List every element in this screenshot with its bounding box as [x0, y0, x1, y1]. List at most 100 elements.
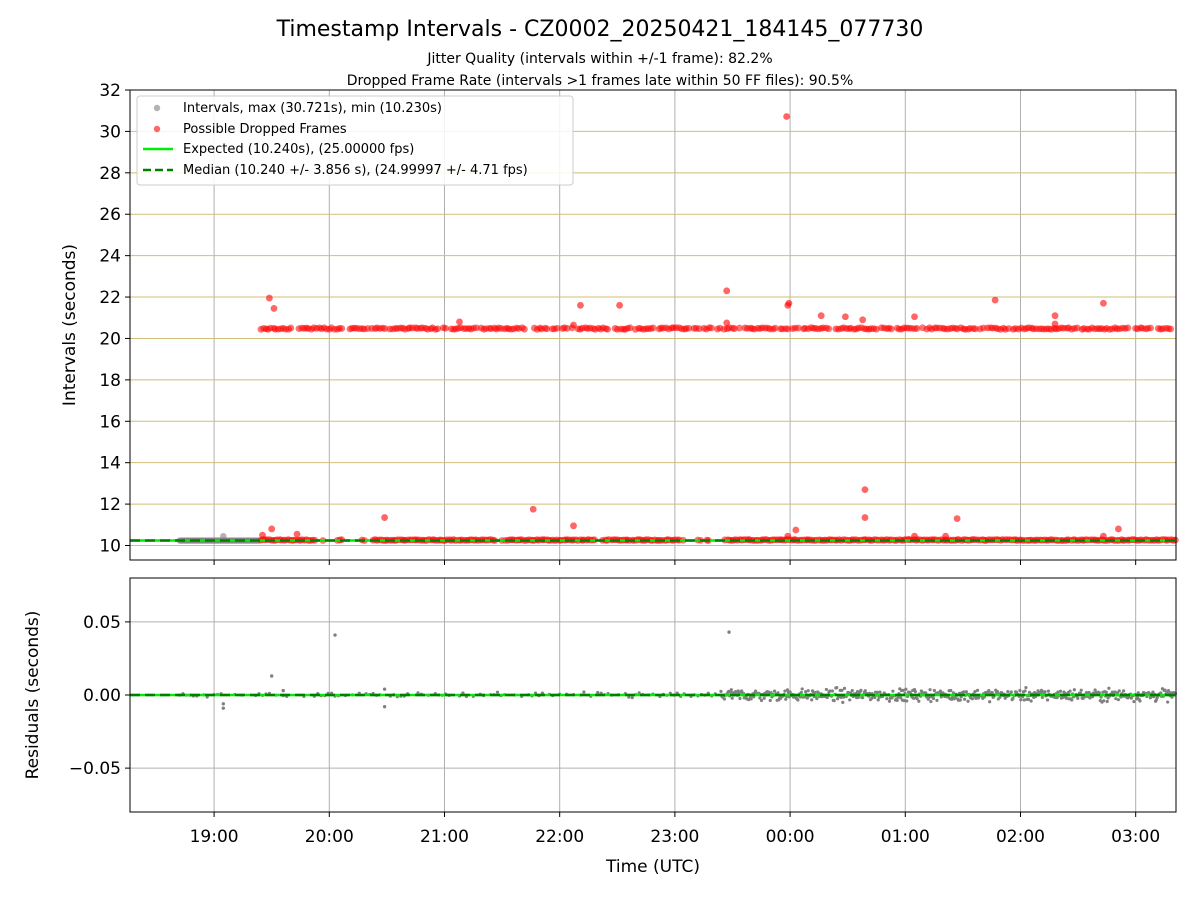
residuals-y-ticks: 0.05 0.00 −0.05: [69, 613, 130, 779]
residual-point: [783, 689, 787, 693]
residual-point: [850, 688, 854, 693]
intervals-y-tick-label: 14: [99, 454, 121, 474]
residual-point: [841, 700, 845, 704]
residual-point: [749, 697, 753, 701]
residual-point: [1022, 698, 1026, 702]
dropped-frame-point: [1100, 532, 1107, 540]
residual-point: [1154, 698, 1159, 702]
residual-point: [913, 690, 917, 694]
dropped-frame-point: [783, 113, 791, 120]
residual-point: [1058, 689, 1063, 693]
residual-point: [902, 699, 906, 703]
residual-point: [1138, 699, 1142, 703]
residual-point: [1114, 697, 1118, 701]
residual-point: [800, 687, 804, 691]
residuals-y-tick-label: 0.00: [83, 686, 121, 706]
residual-point: [890, 696, 894, 700]
legend-intervals-marker: [153, 104, 161, 112]
residual-point: [935, 698, 939, 702]
residual-point: [495, 690, 500, 694]
residuals-y-axis-label: Residuals (seconds): [23, 611, 43, 780]
residual-point: [762, 696, 766, 700]
residual-point: [887, 699, 892, 703]
dropped-frame-point: [731, 325, 738, 332]
residuals-panel: 0.05 0.00 −0.05 Residuals (seconds): [23, 577, 1178, 813]
dropped-frame-point: [861, 486, 869, 494]
residual-point: [835, 685, 839, 690]
dropped-frame-point: [792, 526, 800, 534]
dropped-frame-point: [520, 325, 528, 333]
residual-point: [596, 690, 600, 695]
residual-point: [768, 698, 772, 703]
dropped-frame-point: [1115, 525, 1122, 533]
residual-point: [382, 687, 387, 691]
dropped-frame-point: [1051, 320, 1059, 328]
dropped-frame-point: [1167, 325, 1175, 333]
dropped-frame-point: [473, 324, 480, 332]
intervals-y-tick-label: 32: [99, 81, 121, 101]
legend-intervals-label: Intervals, max (30.721s), min (10.230s): [183, 101, 442, 116]
residual-point: [905, 699, 909, 703]
dropped-frame-point: [434, 325, 442, 333]
residual-point: [990, 691, 994, 695]
residual-point: [1061, 695, 1065, 699]
residual-point: [988, 700, 992, 704]
dropped-frame-point: [953, 515, 961, 522]
residual-point: [970, 697, 974, 701]
legend-expected-label: Expected (10.240s), (25.00000 fps): [183, 142, 414, 157]
dropped-frame-point: [268, 525, 276, 533]
intervals-y-tick-label: 20: [99, 329, 121, 349]
residual-point: [1166, 689, 1171, 693]
residual-point: [856, 695, 860, 699]
dropped-frame-point: [685, 324, 693, 332]
dropped-frame-point: [553, 324, 561, 332]
residual-point: [931, 696, 936, 701]
residual-point: [964, 690, 968, 694]
residual-point: [885, 697, 889, 701]
residual-point: [1170, 695, 1174, 699]
dropped-frame-point: [442, 324, 449, 332]
intervals-axes-frame: [129, 89, 1177, 561]
residual-point: [873, 695, 877, 700]
dropped-frame-point: [736, 324, 743, 332]
intervals-y-ticks: 10 12 14 16 18 20 22 24 26 28 30 32: [99, 81, 130, 557]
residuals-y-tick-label: −0.05: [69, 759, 121, 779]
residual-point: [1159, 691, 1163, 695]
dropped-frame-point: [913, 324, 921, 332]
dropped-frame-point: [265, 294, 273, 302]
residual-point: [1023, 689, 1027, 693]
legend-box: [136, 95, 574, 186]
dropped-frame-point: [543, 325, 551, 333]
intervals-legend: Intervals, max (30.721s), min (10.230s) P…: [136, 95, 574, 186]
residual-point: [382, 705, 387, 709]
dropped-frame-point: [861, 514, 869, 521]
x-tick-label: 21:00: [420, 827, 469, 847]
dropped-frame-point: [794, 324, 802, 332]
residual-point: [1104, 690, 1108, 694]
residual-point: [953, 695, 957, 700]
residual-point: [830, 689, 835, 693]
residual-point: [1026, 697, 1031, 702]
residual-point: [848, 698, 852, 702]
residual-point: [917, 699, 921, 703]
residual-point: [740, 689, 744, 693]
residual-point: [221, 702, 226, 706]
residual-point: [863, 689, 867, 693]
residual-point: [966, 699, 970, 703]
residual-point: [582, 690, 586, 694]
residual-point: [987, 688, 991, 693]
dropped-frame-point: [1100, 299, 1107, 307]
residual-point: [932, 688, 936, 693]
residual-point: [949, 688, 953, 693]
residual-point: [796, 698, 800, 702]
residual-point: [919, 689, 924, 693]
residual-point: [730, 696, 734, 700]
residual-point: [861, 696, 865, 700]
x-tick-label: 01:00: [881, 827, 930, 847]
residual-point: [1076, 696, 1080, 701]
residuals-series: [130, 630, 1178, 710]
dropped-frame-point: [259, 531, 266, 539]
x-tick-label: 22:00: [535, 827, 584, 847]
residual-point: [832, 699, 836, 703]
dropped-frame-point: [887, 325, 895, 333]
